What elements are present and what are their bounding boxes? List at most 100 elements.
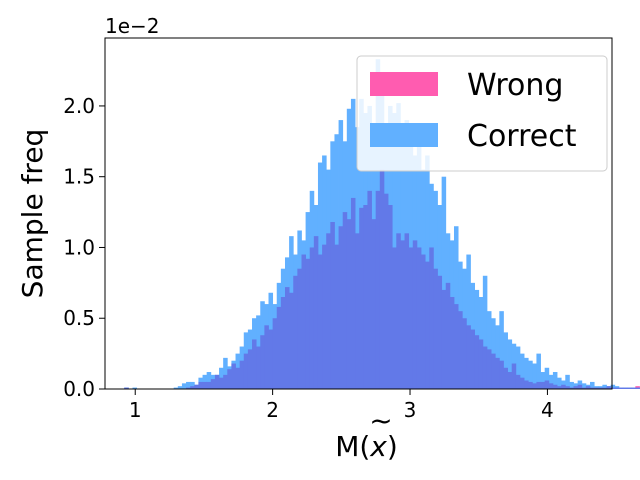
overlap-bar — [486, 349, 492, 389]
overlap-bar — [338, 226, 344, 389]
overlap-bar — [614, 387, 620, 389]
overlap-bar — [441, 289, 447, 389]
correct-bar — [557, 377, 562, 389]
overlap-bar — [594, 387, 599, 389]
overlap-bar — [569, 387, 574, 389]
overlap-bar — [515, 374, 521, 389]
overlap-bar — [264, 325, 269, 389]
overlap-bar — [573, 386, 579, 389]
correct-bar — [548, 374, 554, 389]
x-axis: 1 2 3 4 — [129, 389, 554, 422]
overlap-bar — [375, 190, 381, 389]
correct-bar — [206, 372, 212, 389]
overlap-bar — [359, 207, 364, 389]
overlap-bar — [293, 275, 298, 389]
overlap-bar — [214, 374, 220, 389]
overlap-bar — [491, 353, 496, 389]
overlap-bar — [276, 306, 282, 389]
overlap-bar — [462, 318, 467, 389]
correct-bar — [495, 325, 500, 389]
overlap-bar — [388, 205, 393, 389]
correct-bar — [544, 367, 550, 389]
overlap-bar — [313, 236, 319, 389]
overlap-bar — [392, 247, 397, 389]
overlap-bar — [478, 339, 484, 389]
overlap-bar — [334, 244, 339, 389]
correct-bar — [610, 384, 616, 389]
overlap-bar — [202, 381, 208, 389]
overlap-bar — [532, 383, 537, 389]
overlap-bar — [400, 240, 405, 389]
overlap-bar — [289, 292, 294, 389]
overlap-bar — [317, 254, 323, 389]
overlap-bar — [383, 193, 389, 389]
overlap-bar — [598, 387, 603, 389]
correct-bar — [532, 363, 537, 389]
overlap-bar — [544, 380, 550, 389]
wrong-bar — [635, 386, 640, 388]
overlap-bar — [223, 374, 228, 389]
overlap-bar — [247, 349, 253, 389]
overlap-bar — [470, 329, 476, 389]
overlap-bar — [606, 386, 612, 389]
legend-label-wrong: Wrong — [467, 68, 563, 103]
overlap-bar — [367, 190, 372, 389]
overlap-bar — [507, 372, 513, 389]
overlap-bar — [305, 258, 311, 389]
x-axis-label-var: x — [369, 430, 387, 463]
overlap-bar — [412, 240, 418, 389]
overlap-bar — [433, 268, 438, 389]
overlap-bar — [272, 318, 278, 389]
overlap-bar — [243, 353, 249, 389]
y-axis: 0.0 0.5 1.0 1.5 2.0 — [63, 94, 105, 401]
overlap-bar — [495, 357, 500, 389]
overlap-bar — [210, 379, 216, 389]
legend: Wrong Correct — [356, 55, 608, 172]
correct-bar — [524, 357, 529, 389]
overlap-bar — [536, 381, 541, 389]
overlap-bar — [194, 384, 199, 389]
overlap-bar — [602, 387, 607, 389]
overlap-bar — [458, 311, 463, 389]
overlap-bar — [235, 367, 241, 389]
overlap-bar — [404, 233, 410, 389]
overlap-bar — [284, 287, 290, 389]
overlap-bar — [548, 383, 554, 389]
overlap-bar — [396, 233, 401, 389]
overlap-bar — [219, 377, 224, 389]
correct-bar — [177, 386, 183, 389]
overlap-bar — [252, 339, 257, 389]
overlap-bar — [557, 386, 562, 389]
overlap-bar — [503, 367, 508, 389]
correct-bar — [223, 357, 228, 389]
correct-bar — [503, 332, 508, 389]
overlap-bar — [627, 387, 632, 389]
overlap-bar — [610, 387, 616, 389]
x-axis-label-close: ) — [387, 430, 398, 463]
correct-bar — [132, 387, 138, 389]
overlap-bar — [322, 244, 327, 389]
x-tick-label: 1 — [129, 398, 142, 422]
overlap-bar — [297, 268, 302, 389]
overlap-bar — [346, 219, 352, 389]
overlap-bar — [256, 346, 261, 389]
x-axis-label: M(x) ~ — [335, 404, 398, 463]
overlap-bar — [585, 386, 591, 389]
legend-swatch-correct — [370, 123, 438, 147]
correct-bar — [590, 381, 595, 389]
overlap-bar — [227, 369, 232, 389]
overlap-bar — [239, 360, 245, 389]
correct-bar — [614, 386, 620, 389]
overlap-bar — [231, 363, 236, 389]
overlap-bar — [565, 386, 570, 389]
correct-bar — [519, 353, 525, 389]
overlap-bar — [326, 233, 331, 389]
overlap-bar — [280, 297, 286, 389]
overlap-bar — [416, 247, 422, 389]
correct-bar — [581, 383, 587, 389]
overlap-bar — [528, 381, 533, 389]
overlap-bar — [186, 387, 191, 389]
overlap-bar — [206, 381, 212, 389]
y-tick-label: 2.0 — [63, 94, 95, 118]
